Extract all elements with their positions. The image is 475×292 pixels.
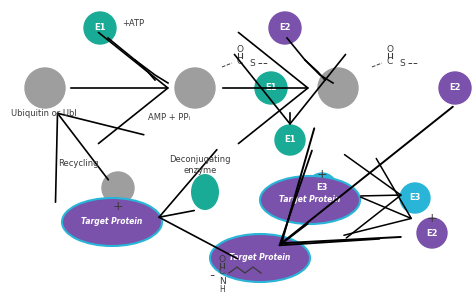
Text: AMP + PPᵢ: AMP + PPᵢ xyxy=(148,114,190,123)
Text: O: O xyxy=(237,46,244,55)
Text: Deconjugating
enzyme: Deconjugating enzyme xyxy=(169,155,231,175)
Text: S: S xyxy=(399,58,405,67)
Text: Ubiquitin or Ubl: Ubiquitin or Ubl xyxy=(11,110,77,119)
Text: E2: E2 xyxy=(449,84,461,93)
Circle shape xyxy=(417,218,447,248)
Circle shape xyxy=(439,72,471,104)
Circle shape xyxy=(275,125,305,155)
Ellipse shape xyxy=(210,234,310,282)
Text: E2: E2 xyxy=(279,23,291,32)
Text: E3: E3 xyxy=(409,194,421,202)
Text: Target Protein: Target Protein xyxy=(81,218,142,227)
Text: +: + xyxy=(113,201,124,213)
Text: O: O xyxy=(387,46,393,55)
Circle shape xyxy=(102,172,134,204)
Circle shape xyxy=(255,72,287,104)
Text: S: S xyxy=(249,58,255,67)
Text: +: + xyxy=(427,211,437,225)
Text: C: C xyxy=(387,56,393,65)
Circle shape xyxy=(175,68,215,108)
Text: +: + xyxy=(317,168,327,182)
Text: N: N xyxy=(218,277,225,286)
Text: +ATP: +ATP xyxy=(122,20,144,29)
Text: E1: E1 xyxy=(94,23,106,32)
Ellipse shape xyxy=(191,174,219,210)
Text: E2: E2 xyxy=(426,229,438,237)
Circle shape xyxy=(221,246,253,278)
Circle shape xyxy=(84,12,116,44)
Circle shape xyxy=(25,68,65,108)
Text: Target Protein: Target Protein xyxy=(229,253,291,263)
Text: Target Protein: Target Protein xyxy=(279,196,341,204)
Ellipse shape xyxy=(62,198,162,246)
Text: H: H xyxy=(219,284,225,292)
Text: E1: E1 xyxy=(265,84,277,93)
Text: Recycling: Recycling xyxy=(58,159,98,168)
Text: E3: E3 xyxy=(316,183,328,192)
Text: C: C xyxy=(219,267,225,275)
Circle shape xyxy=(318,68,358,108)
Text: C: C xyxy=(237,56,243,65)
Circle shape xyxy=(269,12,301,44)
Circle shape xyxy=(307,173,337,203)
Text: O: O xyxy=(218,256,226,265)
Text: E1: E1 xyxy=(284,135,296,145)
Circle shape xyxy=(400,183,430,213)
Ellipse shape xyxy=(260,176,360,224)
